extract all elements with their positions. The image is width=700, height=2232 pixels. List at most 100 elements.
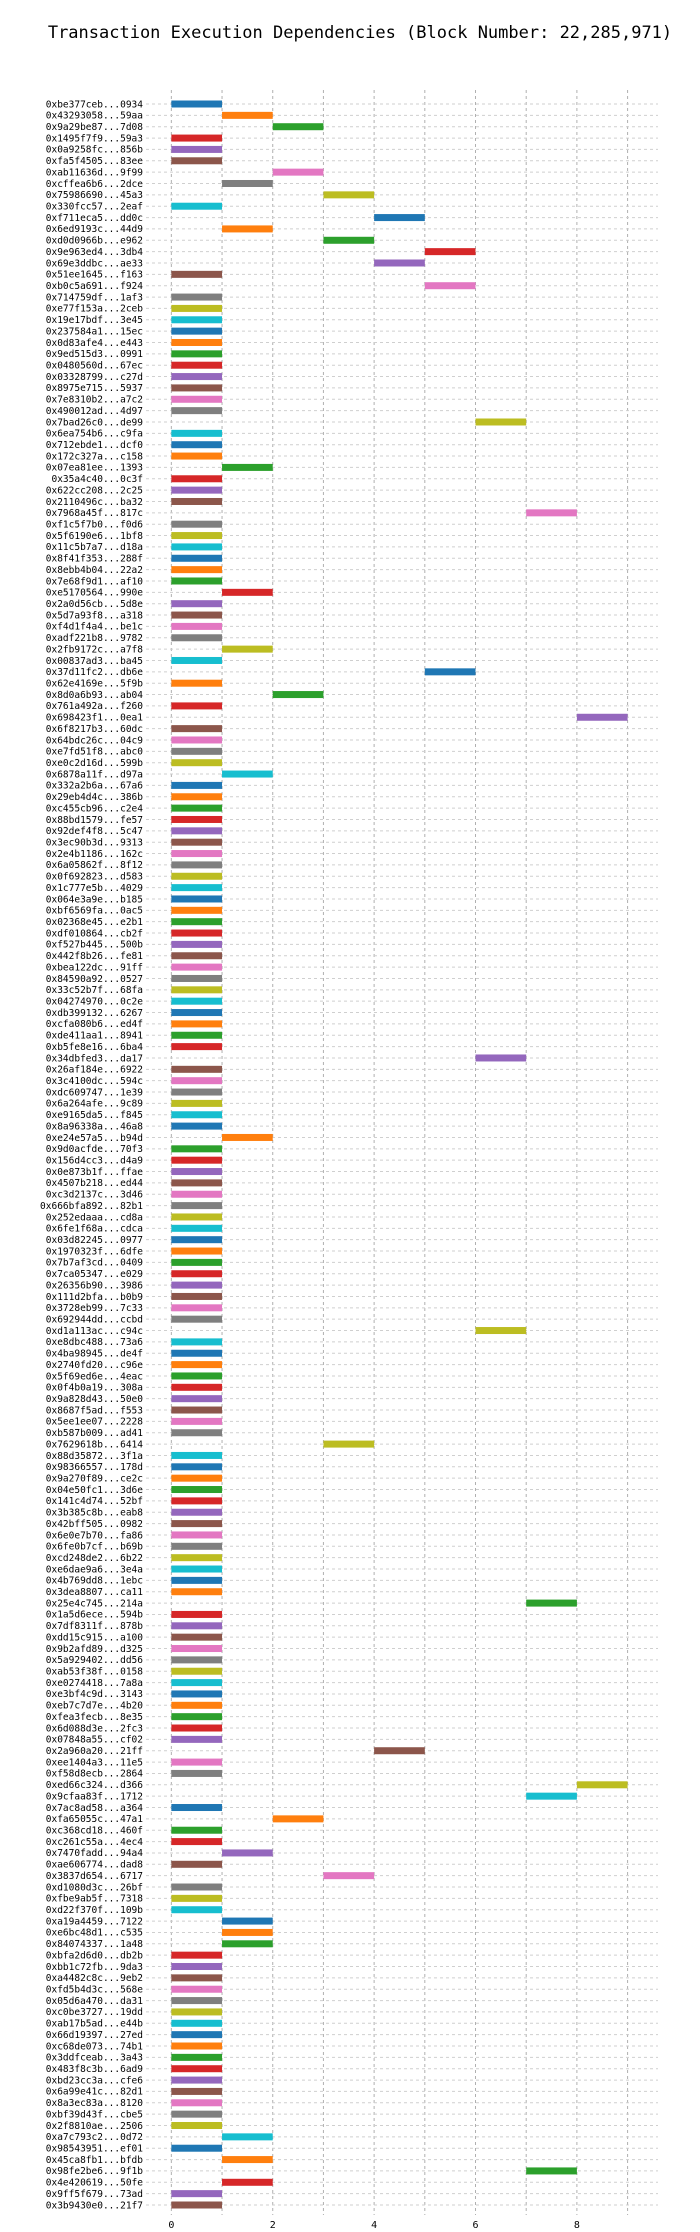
transaction-label: 0xab53f38f...0158 — [46, 1667, 144, 1678]
transaction-label: 0xbf39d43f...cbe5 — [46, 2109, 143, 2120]
transaction-bar — [171, 1168, 223, 1176]
x-tick-label: 4 — [371, 2220, 377, 2231]
transaction-label: 0x69e3ddbc...ae33 — [46, 258, 143, 269]
transaction-label: 0x8a3ec83a...8120 — [46, 2098, 144, 2109]
transaction-bar — [171, 952, 223, 960]
transaction-label: 0x05d6a470...da31 — [46, 1996, 144, 2007]
transaction-bar — [171, 202, 223, 210]
transaction-label: 0x2110496c...ba32 — [46, 497, 143, 508]
transaction-bar — [171, 1202, 223, 1210]
transaction-label: 0x0a9258fc...856b — [46, 145, 144, 156]
transaction-label: 0x25e4c745...214a — [46, 1598, 143, 1609]
transaction-label: 0x62e4169e...5f9b — [46, 678, 144, 689]
transaction-bar — [526, 1792, 577, 1800]
transaction-label: 0xe77f153a...2ceb — [46, 304, 144, 315]
transaction-bar — [171, 781, 223, 789]
transaction-label: 0x9b2afd89...d325 — [46, 1644, 143, 1655]
transaction-bar — [171, 2076, 223, 2084]
transaction-bar — [171, 1667, 223, 1675]
transaction-label: 0x6d088d3e...2fc3 — [46, 1723, 143, 1734]
transaction-bar — [171, 407, 223, 415]
transaction-label: 0xd22f370f...109b — [46, 1905, 144, 1916]
transaction-bar — [171, 906, 223, 914]
transaction-label: 0x712ebde1...dcf0 — [46, 440, 144, 451]
transaction-bar — [171, 2087, 223, 2095]
transaction-label: 0x26af184e...6922 — [46, 1065, 143, 1076]
transaction-label: 0xcd248de2...6b22 — [46, 1553, 143, 1564]
transaction-bar — [171, 452, 223, 460]
transaction-label: 0x1495f7f9...59a3 — [46, 133, 143, 144]
transaction-label: 0x9d0acfde...70f3 — [46, 1144, 143, 1155]
transaction-label: 0xe24e57a5...b94d — [46, 1133, 143, 1144]
transaction-label: 0x714759df...1af3 — [46, 292, 143, 303]
transaction-label: 0x3c4100dc...594c — [46, 1076, 143, 1087]
transaction-label: 0x8a96338a...46a8 — [46, 1121, 144, 1132]
transaction-bar — [171, 1429, 223, 1437]
transaction-bar — [171, 872, 223, 880]
transaction-label: 0x66d19397...27ed — [46, 2030, 143, 2041]
transaction-label: 0xa4482c8c...9eb2 — [46, 1973, 143, 1984]
transaction-label: 0x98fe2be6...9f1b — [46, 2166, 144, 2177]
transaction-bar — [171, 2110, 223, 2118]
transaction-label: 0x84590a92...0527 — [46, 974, 143, 985]
transaction-bar — [171, 1031, 223, 1039]
transaction-label: 0xe6bc48d1...c535 — [46, 1928, 143, 1939]
transaction-bar — [171, 361, 223, 369]
transaction-bar — [171, 1270, 223, 1278]
transaction-label: 0x3b9430e0...21f7 — [46, 2200, 143, 2211]
transaction-bar — [171, 304, 223, 312]
y-axis-labels: 0xbe377ceb...09340x43293058...59aa0x9a29… — [40, 99, 143, 2211]
transaction-label: 0x442f8b26...fe81 — [46, 951, 144, 962]
transaction-bar — [171, 1645, 223, 1653]
transaction-label: 0xeb7c7d7e...4b20 — [46, 1701, 144, 1712]
transaction-bar — [171, 1099, 223, 1107]
transaction-bar — [171, 884, 223, 892]
transaction-label: 0xe5170564...990e — [46, 588, 144, 599]
transaction-bar — [171, 157, 223, 165]
transaction-bar — [171, 1349, 223, 1357]
transaction-label: 0x0480560d...67ec — [46, 361, 143, 372]
transaction-bar — [171, 100, 223, 108]
transaction-bar — [424, 248, 476, 256]
transaction-label: 0x330fcc57...2eaf — [46, 202, 143, 213]
transaction-label: 0x7df8311f...878b — [46, 1621, 144, 1632]
transaction-bar — [171, 918, 223, 926]
transaction-label: 0xf527b445...500b — [46, 940, 144, 951]
transaction-label: 0x98543951...ef01 — [46, 2144, 144, 2155]
transaction-label: 0xfa65055c...47a1 — [46, 1814, 144, 1825]
transaction-bar — [171, 1679, 223, 1687]
transaction-bar — [171, 1395, 223, 1403]
transaction-bar — [171, 2190, 223, 2198]
transaction-label: 0x7e8310b2...a7c2 — [46, 395, 143, 406]
transaction-label: 0x07ea81ee...1393 — [46, 463, 143, 474]
transaction-bar — [171, 895, 223, 903]
transaction-bar — [171, 2031, 223, 2039]
transaction-bar — [171, 1565, 223, 1573]
transaction-bar — [222, 2133, 273, 2141]
transaction-bar — [171, 1145, 223, 1153]
transaction-label: 0xbd23cc3a...cfe6 — [46, 2075, 144, 2086]
transaction-bar — [171, 2065, 223, 2073]
transaction-bar — [171, 1156, 223, 1164]
transaction-label: 0x5f6190e6...1bf8 — [46, 531, 144, 542]
transaction-label: 0xb0c5a691...f924 — [46, 281, 144, 292]
transaction-bar — [171, 702, 223, 710]
transaction-bar — [171, 827, 223, 835]
transaction-bar — [171, 1769, 223, 1777]
transaction-label: 0x7968a45f...817c — [46, 508, 143, 519]
transaction-label: 0xb587b009...ad41 — [46, 1428, 144, 1439]
transaction-bar — [171, 634, 223, 642]
transaction-label: 0x07848a55...cf02 — [46, 1735, 143, 1746]
transaction-bar — [171, 2008, 223, 2016]
transaction-label: 0x19e17bdf...3e45 — [46, 315, 143, 326]
transaction-bar — [222, 225, 273, 233]
transaction-bar — [171, 1997, 223, 2005]
transaction-label: 0xdf010864...cb2f — [46, 928, 143, 939]
transaction-label: 0x1970323f...6dfe — [46, 1246, 144, 1257]
transaction-label: 0x698423f1...0ea1 — [46, 713, 144, 724]
transaction-label: 0xfd5b4d3c...568e — [46, 1985, 144, 1996]
transaction-bar — [171, 1043, 223, 1051]
transaction-bar — [171, 543, 223, 551]
transaction-bar — [171, 1247, 223, 1255]
transaction-bar — [171, 929, 223, 937]
